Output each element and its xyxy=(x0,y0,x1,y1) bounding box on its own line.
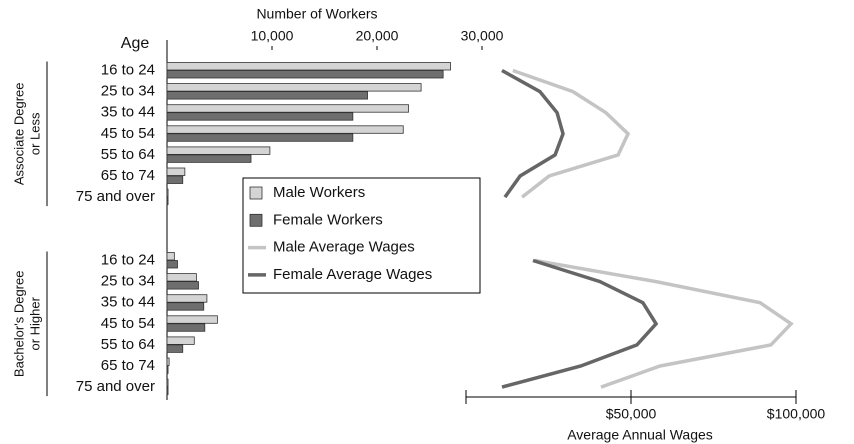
bar xyxy=(166,188,169,198)
category-label: 45 to 54 xyxy=(101,315,155,332)
category-label: 75 and over xyxy=(76,188,155,205)
bar xyxy=(166,302,205,311)
legend-box xyxy=(242,177,481,294)
category-label: 25 to 34 xyxy=(101,273,155,290)
bar xyxy=(166,154,252,163)
bar xyxy=(166,344,184,353)
legend-label: Male Average Wages xyxy=(273,239,415,256)
group-label: Bachelor's Degree xyxy=(11,271,26,378)
group-label: Associate Degree xyxy=(11,82,26,185)
bar xyxy=(166,323,206,332)
bar xyxy=(166,104,409,113)
category-label: 65 to 74 xyxy=(101,167,155,184)
bar xyxy=(166,386,169,396)
legend-label: Male Workers xyxy=(273,184,365,201)
wage-line xyxy=(512,68,631,199)
bar xyxy=(166,62,451,71)
category-label: 25 to 34 xyxy=(101,83,155,100)
group-label: or Less xyxy=(27,112,42,155)
x-tick-label: 20,000 xyxy=(356,28,399,44)
bar xyxy=(166,252,175,261)
category-label: 16 to 24 xyxy=(101,61,155,78)
bar xyxy=(166,273,197,282)
bar xyxy=(166,260,178,269)
bar xyxy=(166,83,422,92)
y-axis-title: Age xyxy=(121,35,150,52)
bar xyxy=(166,357,170,366)
category-label: 35 to 44 xyxy=(101,104,155,121)
bar xyxy=(166,315,218,324)
category-label: 16 to 24 xyxy=(101,251,155,268)
bar xyxy=(166,196,169,206)
bar xyxy=(166,336,195,345)
legend-label: Female Average Wages xyxy=(273,266,432,283)
category-label: 65 to 74 xyxy=(101,357,155,374)
category-label: 55 to 64 xyxy=(101,146,155,163)
legend-swatch xyxy=(249,213,263,227)
group-label: or Higher xyxy=(27,296,42,350)
bar xyxy=(166,133,354,142)
legend-swatch xyxy=(249,186,263,200)
x-axis-title: Number of Workers xyxy=(256,6,377,22)
category-label: 35 to 44 xyxy=(101,294,155,311)
bar xyxy=(166,294,208,303)
x2-axis-title: Average Annual Wages xyxy=(567,427,713,443)
wage-line xyxy=(501,68,565,199)
x-tick-label: 30,000 xyxy=(461,28,504,44)
bar xyxy=(166,281,199,290)
category-label: 45 to 54 xyxy=(101,125,155,142)
x2-tick-label: $100,000 xyxy=(767,406,826,422)
bar xyxy=(166,91,368,100)
x-tick-label: 10,000 xyxy=(251,28,294,44)
legend-label: Female Workers xyxy=(273,211,383,228)
bar xyxy=(166,167,186,176)
bar xyxy=(166,112,354,121)
bar xyxy=(166,70,444,79)
x2-tick-label: $50,000 xyxy=(606,406,657,422)
bar xyxy=(166,146,271,155)
category-label: 55 to 64 xyxy=(101,336,155,353)
bar xyxy=(166,175,184,184)
bar xyxy=(166,125,404,134)
wage-line xyxy=(534,258,794,389)
wage-line xyxy=(501,258,659,389)
category-label: 75 and over xyxy=(76,378,155,395)
bar xyxy=(166,365,169,374)
bar xyxy=(166,378,169,388)
